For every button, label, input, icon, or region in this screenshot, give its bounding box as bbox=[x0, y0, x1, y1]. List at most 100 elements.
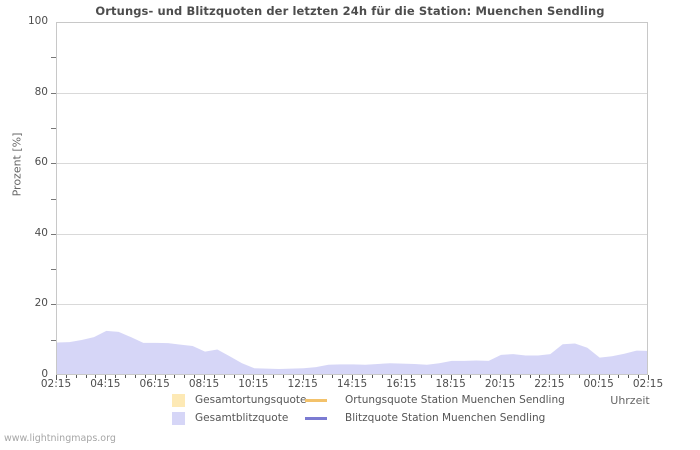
x-tick-mark bbox=[155, 375, 156, 380]
x-tick-mark bbox=[204, 375, 205, 380]
x-minor-tick-mark bbox=[224, 375, 225, 378]
x-minor-tick-mark bbox=[95, 375, 96, 378]
x-minor-tick-mark bbox=[283, 375, 284, 378]
page-title: Ortungs- und Blitzquoten der letzten 24h… bbox=[95, 4, 605, 18]
x-minor-tick-mark bbox=[214, 375, 215, 378]
y-tick-mark bbox=[51, 163, 56, 165]
gridline bbox=[57, 92, 647, 94]
x-minor-tick-mark bbox=[135, 375, 136, 378]
x-tick-label: 04:15 bbox=[90, 378, 121, 390]
x-tick-label: 12:15 bbox=[287, 378, 318, 390]
x-minor-tick-mark bbox=[589, 375, 590, 378]
x-tick-mark bbox=[352, 375, 353, 380]
x-tick-mark bbox=[253, 375, 254, 380]
x-minor-tick-mark bbox=[194, 375, 195, 378]
x-minor-tick-mark bbox=[391, 375, 392, 378]
chart-legend: Gesamtortungsquote Ortungsquote Station … bbox=[172, 391, 592, 427]
x-minor-tick-mark bbox=[490, 375, 491, 378]
x-minor-tick-mark bbox=[461, 375, 462, 378]
x-tick-mark bbox=[451, 375, 452, 380]
x-minor-tick-mark bbox=[431, 375, 432, 378]
y-tick-mark bbox=[51, 233, 56, 235]
x-minor-tick-mark bbox=[293, 375, 294, 378]
x-tick-label: 22:15 bbox=[534, 378, 565, 390]
y-minor-tick-mark bbox=[51, 127, 56, 129]
gridline bbox=[57, 304, 647, 306]
x-minor-tick-mark bbox=[618, 375, 619, 378]
legend-row: Gesamtblitzquote Blitzquote Station Muen… bbox=[172, 409, 592, 427]
y-minor-tick-mark bbox=[51, 198, 56, 200]
x-minor-tick-mark bbox=[273, 375, 274, 378]
x-tick-mark bbox=[401, 375, 402, 380]
y-tick-label: 40 bbox=[34, 226, 48, 239]
x-minor-tick-mark bbox=[362, 375, 363, 378]
legend-item-gesamtortungsquote: Gesamtortungsquote bbox=[172, 393, 307, 407]
gridline bbox=[57, 163, 647, 165]
y-tick-label: 80 bbox=[34, 85, 48, 98]
x-minor-tick-mark bbox=[510, 375, 511, 378]
y-tick-label: 60 bbox=[34, 156, 48, 169]
x-minor-tick-mark bbox=[539, 375, 540, 378]
legend-label: Blitzquote Station Muenchen Sendling bbox=[345, 412, 546, 424]
series-layer bbox=[57, 330, 647, 374]
legend-item-ortungsquote-station: Ortungsquote Station Muenchen Sendling bbox=[305, 394, 565, 406]
legend-row: Gesamtortungsquote Ortungsquote Station … bbox=[172, 391, 592, 409]
x-minor-tick-mark bbox=[579, 375, 580, 378]
x-tick-label: 16:15 bbox=[386, 378, 417, 390]
x-tick-mark bbox=[56, 375, 57, 380]
x-axis-title: Uhrzeit bbox=[610, 394, 650, 407]
plot-area bbox=[56, 22, 648, 375]
legend-item-gesamtblitzquote: Gesamtblitzquote bbox=[172, 411, 305, 425]
x-minor-tick-mark bbox=[76, 375, 77, 378]
x-tick-label: 00:15 bbox=[583, 378, 614, 390]
x-minor-tick-mark bbox=[174, 375, 175, 378]
x-minor-tick-mark bbox=[382, 375, 383, 378]
area-series-gesamtblitzquote bbox=[57, 330, 647, 374]
x-minor-tick-mark bbox=[470, 375, 471, 378]
x-minor-tick-mark bbox=[628, 375, 629, 378]
watermark: www.lightningmaps.org bbox=[4, 433, 116, 444]
line-swatch-wrap bbox=[305, 398, 335, 402]
line-swatch-icon bbox=[305, 416, 327, 420]
x-minor-tick-mark bbox=[313, 375, 314, 378]
x-minor-tick-mark bbox=[184, 375, 185, 378]
x-tick-mark bbox=[648, 375, 649, 380]
y-tick-mark bbox=[51, 92, 56, 94]
legend-item-blitzquote-station: Blitzquote Station Muenchen Sendling bbox=[305, 412, 545, 424]
y-tick-label: 20 bbox=[34, 297, 48, 310]
x-minor-tick-mark bbox=[530, 375, 531, 378]
y-minor-tick-mark bbox=[51, 57, 56, 59]
line-swatch-wrap bbox=[305, 416, 335, 420]
y-tick-label: 0 bbox=[41, 368, 48, 380]
x-minor-tick-mark bbox=[115, 375, 116, 378]
x-minor-tick-mark bbox=[569, 375, 570, 378]
gridline bbox=[57, 233, 647, 235]
x-tick-mark bbox=[303, 375, 304, 380]
x-tick-mark bbox=[549, 375, 550, 380]
x-minor-tick-mark bbox=[86, 375, 87, 378]
x-minor-tick-mark bbox=[609, 375, 610, 378]
x-minor-tick-mark bbox=[559, 375, 560, 378]
y-minor-tick-mark bbox=[51, 269, 56, 271]
x-minor-tick-mark bbox=[66, 375, 67, 378]
x-minor-tick-mark bbox=[411, 375, 412, 378]
x-minor-tick-mark bbox=[125, 375, 126, 378]
x-minor-tick-mark bbox=[165, 375, 166, 378]
x-tick-label: 02:15 bbox=[632, 378, 664, 390]
x-tick-mark bbox=[105, 375, 106, 380]
legend-label: Gesamtortungsquote bbox=[195, 394, 307, 406]
x-tick-label: 20:15 bbox=[484, 378, 516, 390]
x-minor-tick-mark bbox=[372, 375, 373, 378]
x-tick-label: 02:15 bbox=[40, 378, 72, 390]
x-minor-tick-mark bbox=[234, 375, 235, 378]
x-tick-label: 14:15 bbox=[336, 378, 368, 390]
x-tick-label: 06:15 bbox=[139, 378, 170, 390]
area-swatch-icon bbox=[172, 393, 185, 407]
x-tick-label: 18:15 bbox=[435, 378, 466, 390]
x-tick-mark bbox=[500, 375, 501, 380]
x-minor-tick-mark bbox=[441, 375, 442, 378]
y-tick-label: 100 bbox=[27, 15, 48, 27]
x-minor-tick-mark bbox=[480, 375, 481, 378]
x-minor-tick-mark bbox=[145, 375, 146, 378]
legend-label: Gesamtblitzquote bbox=[195, 412, 289, 424]
